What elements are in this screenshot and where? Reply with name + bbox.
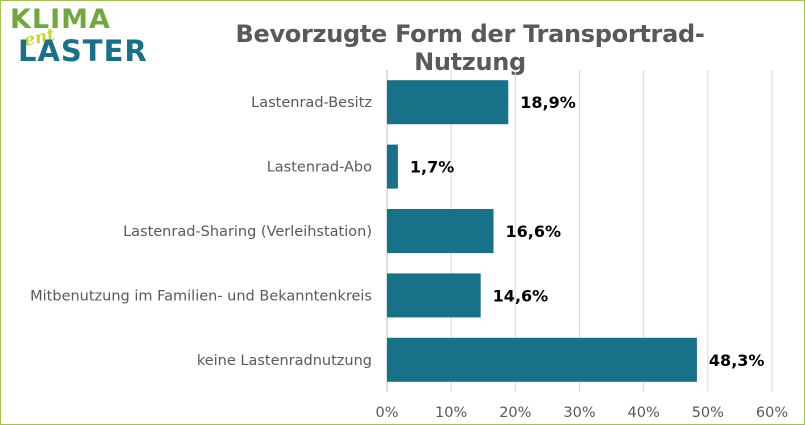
category-label: Lastenrad-Abo bbox=[267, 160, 372, 176]
x-tick-label: 20% bbox=[499, 405, 531, 421]
bar bbox=[387, 209, 494, 253]
bar bbox=[387, 80, 509, 125]
bar bbox=[387, 273, 481, 318]
x-tick-label: 30% bbox=[563, 405, 595, 421]
data-label: 14,6% bbox=[493, 286, 549, 305]
category-label: Lastenrad-Besitz bbox=[251, 95, 372, 111]
chart-title: Bevorzugte Form der Transportrad-Nutzung bbox=[235, 20, 705, 76]
klimaentlaster-logo: KLIMA ent LASTER bbox=[8, 4, 178, 68]
category-label: Lastenrad-Sharing (Verleihstation) bbox=[123, 224, 372, 240]
x-tick-label: 10% bbox=[435, 405, 467, 421]
x-tick-label: 50% bbox=[692, 405, 724, 421]
data-label: 48,3% bbox=[709, 351, 765, 370]
x-tick-label: 0% bbox=[375, 405, 398, 421]
x-tick-label: 40% bbox=[628, 405, 660, 421]
logo-text-klima: KLIMA bbox=[10, 4, 111, 35]
data-label: 1,7% bbox=[410, 158, 454, 177]
logo-text-laster: LASTER bbox=[18, 34, 148, 68]
bar bbox=[387, 337, 697, 382]
category-label: Mitbenutzung im Familien- und Bekanntenk… bbox=[30, 288, 372, 304]
bar bbox=[387, 144, 398, 189]
category-label: keine Lastenradnutzung bbox=[197, 353, 372, 369]
data-label: 16,6% bbox=[506, 222, 562, 241]
data-label: 18,9% bbox=[520, 93, 576, 112]
x-tick-label: 60% bbox=[756, 405, 788, 421]
